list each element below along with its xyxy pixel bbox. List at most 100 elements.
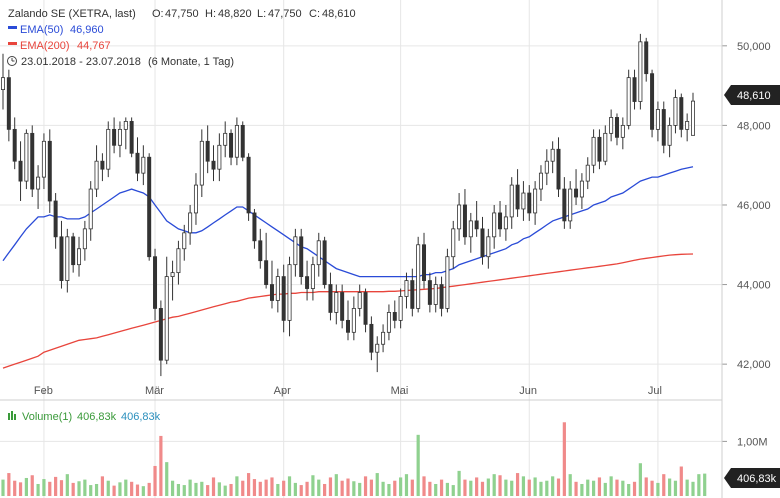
last-price-badge: 48,610 <box>724 85 780 105</box>
volume-bar <box>445 482 450 496</box>
candle <box>568 181 573 229</box>
candle-body-down <box>661 109 666 146</box>
volume-bar <box>393 480 397 496</box>
candle <box>229 129 234 166</box>
volume-bar <box>457 470 461 496</box>
candle-body-down <box>305 276 310 289</box>
volume-bar <box>638 463 642 496</box>
volume-tick-label: 1,00M <box>737 436 768 448</box>
volume-bar <box>223 485 227 496</box>
candle <box>451 220 456 269</box>
candle <box>562 177 567 229</box>
volume-bar <box>276 483 280 496</box>
candle <box>427 272 432 313</box>
candle <box>141 145 146 186</box>
volume-bar <box>480 481 485 496</box>
candle-body-up <box>451 228 456 258</box>
candle-body-up <box>685 121 690 130</box>
candle-body-down <box>462 204 467 238</box>
candle <box>223 121 228 158</box>
volume-bar <box>130 481 134 496</box>
candle <box>82 220 87 261</box>
volume-bar <box>77 481 81 496</box>
candle <box>334 284 339 325</box>
candle-body-down <box>480 228 485 258</box>
candle <box>240 121 245 162</box>
volume-bar <box>112 485 116 496</box>
candle-body-down <box>112 128 117 146</box>
volume-icon-bar-1 <box>8 413 10 420</box>
candle <box>129 117 134 158</box>
candle-body-up <box>386 312 391 333</box>
candle <box>65 228 70 293</box>
candle-body-up <box>521 192 526 210</box>
candle-body-up <box>0 77 6 90</box>
candle <box>638 33 643 110</box>
volume-icon-bar-2 <box>11 411 13 420</box>
candle <box>603 125 608 166</box>
volume-bar <box>13 480 17 496</box>
volume-bar <box>194 482 198 496</box>
volume-bar <box>504 479 508 496</box>
candle <box>12 117 17 170</box>
x-tick-label: Jun <box>519 385 537 397</box>
candle-body-up <box>398 296 403 321</box>
volume-bar <box>697 474 701 496</box>
ema200-line <box>2 253 694 369</box>
candle-body-up <box>673 97 678 126</box>
candle <box>188 204 193 245</box>
candle <box>433 276 438 313</box>
candle-body-down <box>6 77 11 130</box>
candle-body-up <box>655 109 660 130</box>
volume-bar <box>439 479 444 496</box>
volume-bar <box>387 483 391 496</box>
candle-body-down <box>211 160 216 170</box>
volume-bar <box>211 477 216 496</box>
candle <box>158 300 163 377</box>
candle-body-down <box>328 284 333 313</box>
candle <box>100 153 105 182</box>
close-value: 48,610 <box>322 8 356 20</box>
candle <box>258 228 263 269</box>
volume-bar <box>264 479 268 496</box>
volume-header: Volume(1) 406,83k 406,83k <box>8 411 161 423</box>
candle-body-down <box>12 128 17 162</box>
ema200-series <box>2 253 694 369</box>
candle <box>205 125 210 174</box>
volume-value-secondary: 406,83k <box>121 411 161 423</box>
candle <box>264 232 269 289</box>
candle-body-up <box>117 128 122 146</box>
ema50-swatch <box>8 26 17 29</box>
ema50-series <box>2 166 694 278</box>
candle <box>305 260 310 301</box>
candle-body-up <box>182 232 187 250</box>
volume-bar <box>323 483 327 496</box>
candle-body-up <box>88 188 93 230</box>
volume-bar <box>258 481 262 496</box>
candle <box>375 336 380 373</box>
candle <box>106 121 111 178</box>
volume-bar <box>71 482 75 496</box>
candle <box>112 117 117 154</box>
candle-body-up <box>492 212 497 238</box>
candle <box>457 193 462 241</box>
candle-body-up <box>626 77 631 126</box>
candle <box>53 193 58 249</box>
candle <box>574 169 579 205</box>
candle <box>211 145 216 182</box>
volume-bar <box>515 473 520 496</box>
candle <box>597 129 602 170</box>
candle-body-up <box>24 132 29 182</box>
candle <box>632 69 637 110</box>
volume-bar <box>486 478 490 496</box>
candle-body-down <box>644 41 649 75</box>
candle-body-down <box>18 160 23 182</box>
candle-body-up <box>77 248 82 266</box>
candle-body-down <box>158 308 163 361</box>
candle-body-down <box>269 284 274 301</box>
candle-body-up <box>404 280 409 297</box>
high-value: 48,820 <box>218 8 252 20</box>
volume-bar <box>562 422 566 496</box>
volume-series <box>1 422 707 496</box>
x-tick-label: Feb <box>34 385 53 397</box>
